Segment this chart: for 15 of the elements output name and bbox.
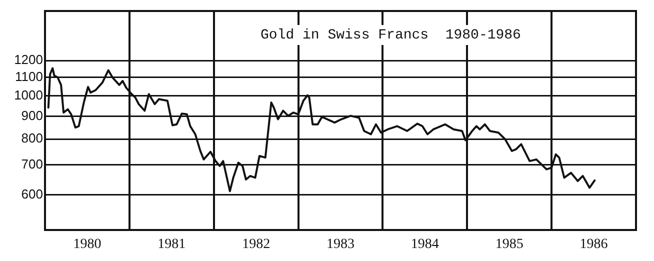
y-tick-label: 600 [21, 186, 43, 202]
x-tick-label: 1982 [242, 237, 270, 252]
x-tick-label: 1983 [326, 237, 354, 252]
y-tick-label: 700 [21, 156, 43, 172]
y-tick-label: 900 [21, 108, 43, 123]
y-tick-label: 1000 [14, 87, 43, 102]
x-tick-label: 1980 [73, 237, 102, 252]
x-tick-label: 1986 [580, 237, 608, 252]
y-tick-label: 800 [21, 130, 43, 146]
x-tick-label: 1985 [495, 237, 524, 252]
text: Gold in Swiss Francs 1980-1986 [260, 28, 521, 44]
y-tick-label: 1200 [14, 52, 43, 68]
x-tick-label: 1984 [410, 237, 439, 252]
x-tick-label: 1981 [158, 237, 186, 252]
y-tick-label: 1100 [15, 68, 43, 84]
